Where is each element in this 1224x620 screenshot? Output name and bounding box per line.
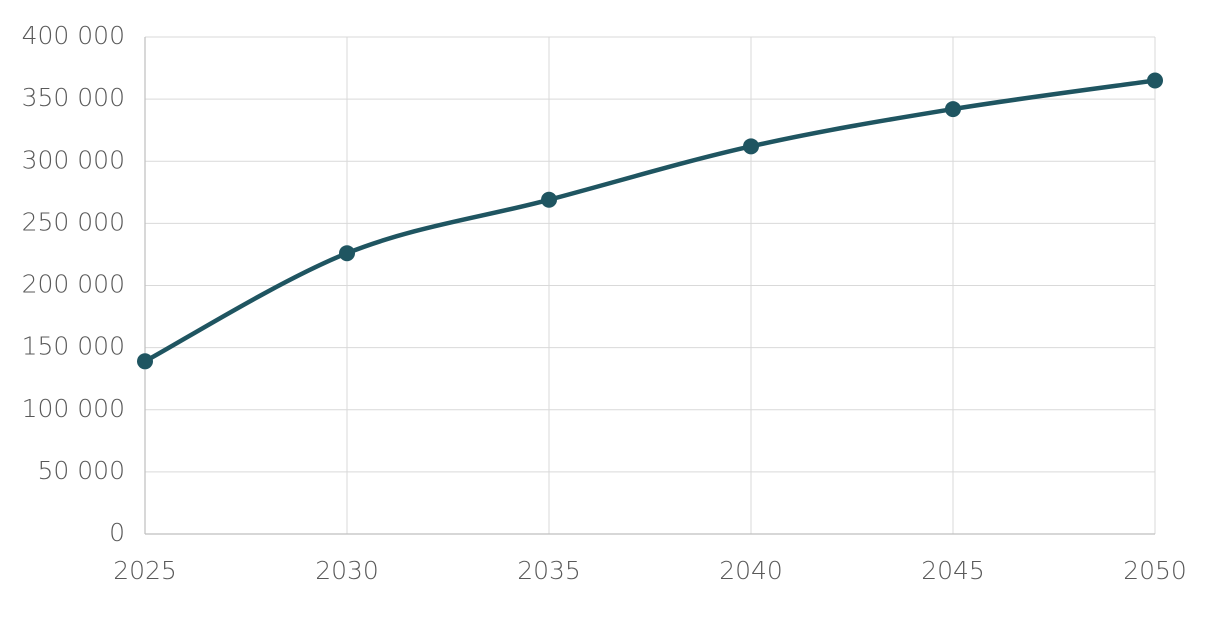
- x-tick-label: 2030: [315, 556, 379, 585]
- point: [743, 138, 759, 155]
- y-tick-label: 400 000: [22, 21, 125, 50]
- x-tick-label: 2035: [517, 556, 581, 585]
- x-tick-label: 2045: [921, 556, 985, 585]
- line: [143, 78, 1156, 364]
- point: [945, 101, 961, 118]
- y-tick-label: 0: [109, 518, 125, 547]
- x-tick-label: 2050: [1123, 556, 1187, 585]
- y-tick-label: 50 000: [38, 456, 125, 485]
- x-tick-label: 2040: [719, 556, 783, 585]
- y-tick-label: 350 000: [22, 83, 125, 112]
- point: [541, 191, 557, 208]
- point: [339, 245, 355, 262]
- y-tick-label: 250 000: [22, 207, 125, 236]
- x-tick-label: 2025: [113, 556, 177, 585]
- y-tick-label: 200 000: [22, 270, 125, 299]
- point: [1147, 72, 1163, 89]
- point: [137, 353, 153, 370]
- y-tick-label: 300 000: [22, 145, 125, 174]
- y-tick-label: 100 000: [22, 394, 125, 423]
- y-tick-label: 150 000: [22, 332, 125, 361]
